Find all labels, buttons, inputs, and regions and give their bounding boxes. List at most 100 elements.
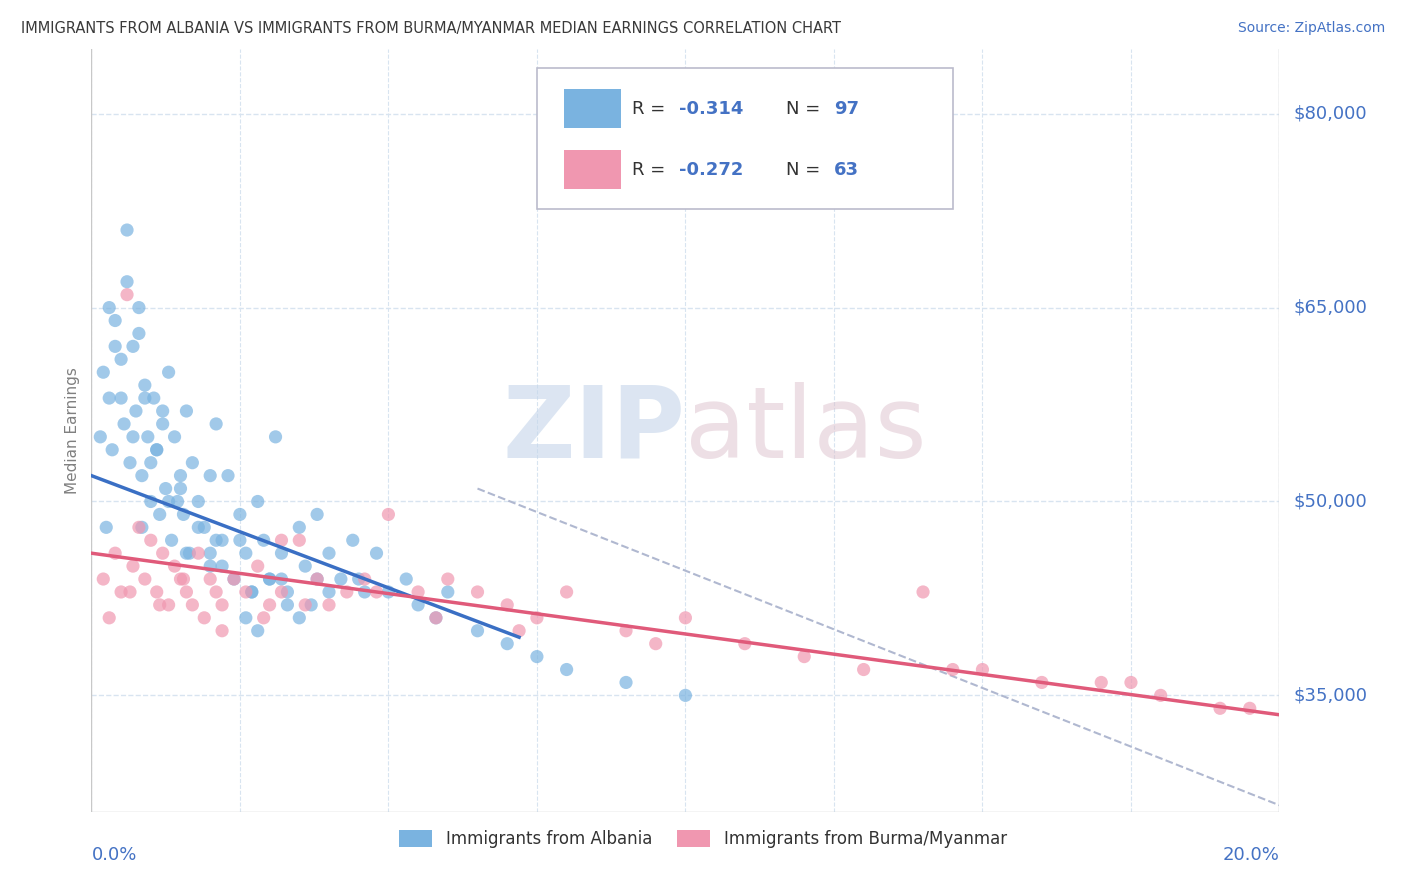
Point	[98, 611, 121, 625]
Point	[193, 520, 215, 534]
Point	[217, 468, 239, 483]
Point	[353, 585, 375, 599]
Point	[128, 326, 150, 341]
Point	[852, 663, 875, 677]
FancyBboxPatch shape	[564, 150, 621, 189]
Point	[508, 624, 530, 638]
Point	[318, 546, 340, 560]
Point	[131, 468, 153, 483]
Point	[288, 533, 311, 548]
Point	[246, 494, 269, 508]
Point	[425, 611, 447, 625]
Point	[235, 546, 257, 560]
Point	[181, 456, 204, 470]
Point	[200, 559, 222, 574]
Text: R =: R =	[631, 100, 671, 118]
Point	[112, 417, 135, 431]
Point	[1090, 675, 1112, 690]
Point	[1031, 675, 1053, 690]
Point	[259, 598, 281, 612]
Point	[496, 637, 519, 651]
Point	[436, 585, 458, 599]
Point	[366, 546, 388, 560]
Point	[329, 572, 352, 586]
Point	[307, 572, 329, 586]
Point	[157, 494, 180, 508]
Point	[395, 572, 418, 586]
Point	[211, 533, 233, 548]
Point	[318, 598, 340, 612]
Text: ZIP: ZIP	[502, 382, 685, 479]
Point	[240, 585, 263, 599]
Point	[98, 301, 121, 315]
Point	[115, 287, 138, 301]
Text: $35,000: $35,000	[1294, 686, 1368, 705]
Point	[187, 494, 209, 508]
Point	[169, 482, 191, 496]
Point	[200, 546, 222, 560]
Point	[614, 675, 637, 690]
Point	[134, 378, 156, 392]
Point	[110, 585, 132, 599]
Point	[240, 585, 263, 599]
Point	[1119, 675, 1142, 690]
Text: $80,000: $80,000	[1294, 104, 1367, 123]
Point	[98, 391, 121, 405]
Point	[1239, 701, 1261, 715]
Point	[299, 598, 322, 612]
Point	[526, 611, 548, 625]
Point	[110, 391, 132, 405]
Point	[139, 533, 162, 548]
Point	[122, 339, 145, 353]
Point	[136, 430, 159, 444]
Point	[200, 468, 222, 483]
Point	[246, 624, 269, 638]
Point	[211, 598, 233, 612]
Point	[187, 546, 209, 560]
Text: $65,000: $65,000	[1294, 299, 1367, 317]
Point	[149, 598, 172, 612]
Point	[911, 585, 934, 599]
Text: IMMIGRANTS FROM ALBANIA VS IMMIGRANTS FROM BURMA/MYANMAR MEDIAN EARNINGS CORRELA: IMMIGRANTS FROM ALBANIA VS IMMIGRANTS FR…	[21, 21, 841, 36]
Point	[972, 663, 994, 677]
Text: R =: R =	[631, 161, 671, 178]
Point	[336, 585, 359, 599]
Point	[734, 637, 756, 651]
Point	[128, 301, 150, 315]
Point	[139, 456, 162, 470]
Point	[91, 572, 114, 586]
Point	[264, 430, 287, 444]
Point	[467, 624, 489, 638]
Point	[307, 572, 329, 586]
Text: 0.0%: 0.0%	[91, 846, 136, 863]
Point	[160, 533, 183, 548]
Point	[172, 572, 194, 586]
Point	[406, 585, 429, 599]
Point	[205, 585, 228, 599]
Text: N =: N =	[786, 100, 827, 118]
Text: 63: 63	[834, 161, 859, 178]
Point	[366, 585, 388, 599]
Text: Source: ZipAtlas.com: Source: ZipAtlas.com	[1237, 21, 1385, 35]
Point	[253, 533, 276, 548]
Point	[139, 494, 162, 508]
Point	[187, 520, 209, 534]
Point	[377, 508, 399, 522]
Point	[253, 611, 276, 625]
Point	[115, 223, 138, 237]
Legend: Immigrants from Albania, Immigrants from Burma/Myanmar: Immigrants from Albania, Immigrants from…	[392, 823, 1014, 855]
Point	[169, 468, 191, 483]
Point	[1149, 689, 1171, 703]
Text: atlas: atlas	[685, 382, 927, 479]
Point	[134, 391, 156, 405]
Point	[145, 442, 167, 457]
Point	[673, 611, 696, 625]
Point	[377, 585, 399, 599]
Point	[157, 365, 180, 379]
Point	[294, 559, 316, 574]
Point	[104, 546, 127, 560]
Point	[294, 598, 316, 612]
Point	[166, 494, 188, 508]
Point	[235, 585, 257, 599]
Point	[122, 430, 145, 444]
